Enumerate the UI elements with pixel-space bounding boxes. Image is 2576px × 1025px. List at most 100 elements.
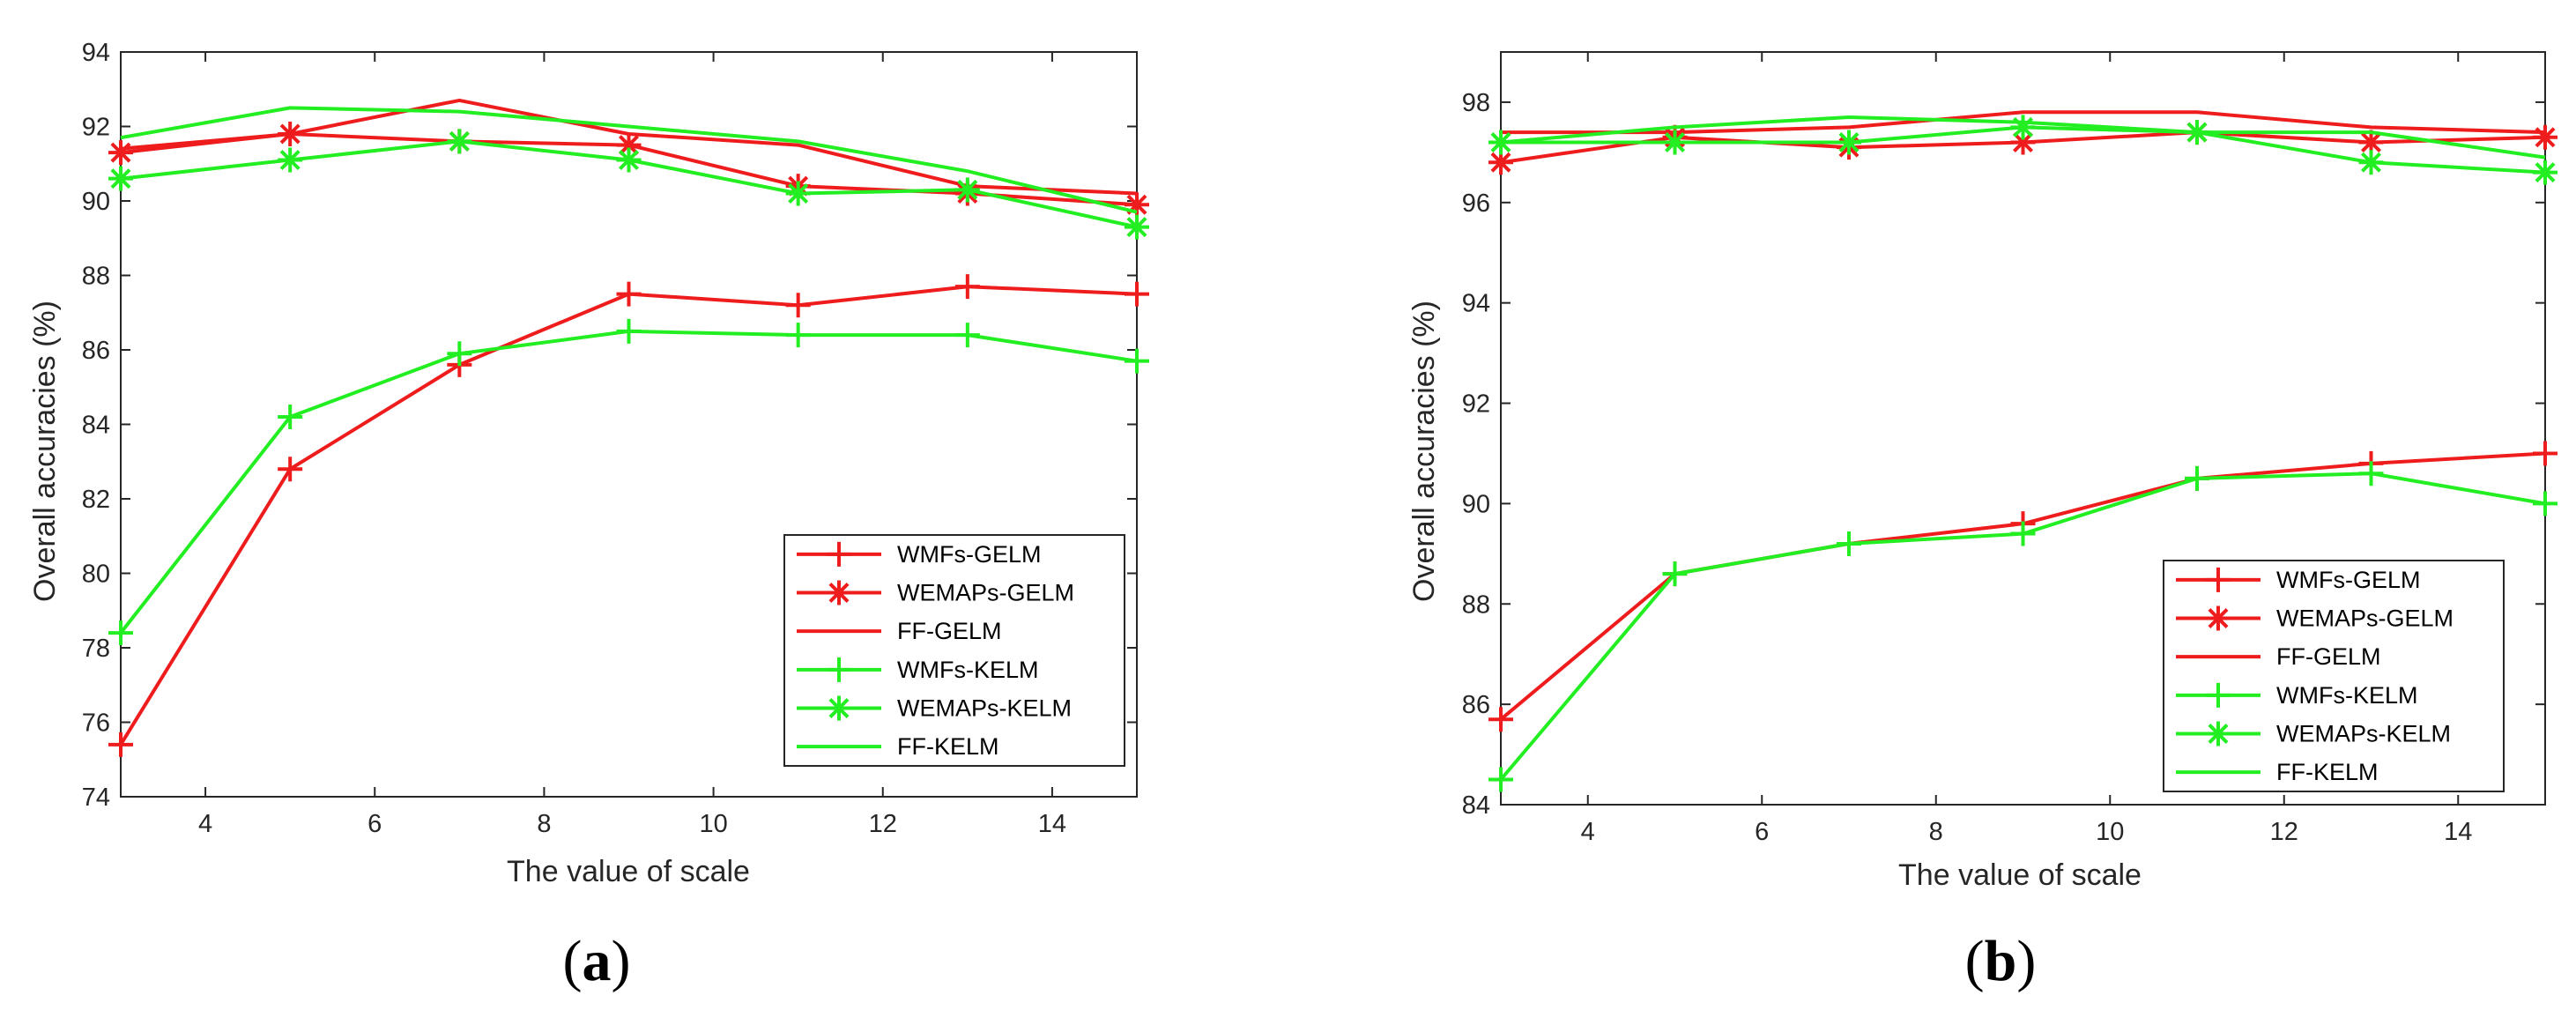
data-point-wmfs-kelm <box>2533 491 2557 516</box>
x-tick-label: 10 <box>2096 818 2124 846</box>
data-point-wmfs-kelm <box>1837 531 1861 556</box>
data-point-wmfs-kelm <box>616 318 642 344</box>
y-tick-label: 84 <box>1462 791 1490 820</box>
data-point-wmfs-kelm <box>2358 461 2384 487</box>
data-point-wmfs-gelm <box>954 274 980 300</box>
legend-label: FF-GELM <box>897 618 1002 644</box>
data-point-wmfs-kelm <box>278 405 303 430</box>
y-tick-label: 96 <box>1462 189 1490 218</box>
data-point-wemaps-gelm <box>2010 130 2036 155</box>
y-tick-label: 78 <box>82 635 110 663</box>
data-point-wemaps-kelm <box>785 181 811 206</box>
legend-item-ff-kelm: FF-KELM <box>797 733 999 760</box>
data-point-wemaps-kelm <box>954 177 980 203</box>
panel-label-b: (b) <box>1965 929 2037 993</box>
legend-b: WMFs-GELM WEMAPs-GELM FF-GELM WMFs-KELM WEMA… <box>2163 560 2505 792</box>
legend-item-wemaps-kelm: WEMAPs-KELM <box>2176 721 2451 747</box>
y-tick-label: 94 <box>1462 290 1490 318</box>
x-tick-label: 10 <box>699 810 727 838</box>
legend-box <box>783 534 1125 767</box>
y-tick-label: 74 <box>82 784 110 812</box>
data-point-wmfs-kelm <box>2185 465 2209 491</box>
data-point-wemaps-gelm <box>2358 130 2384 155</box>
legend-marker-plus <box>2206 682 2231 708</box>
legend-label: WMFs-KELM <box>897 657 1038 683</box>
legend-label: WEMAPs-KELM <box>897 695 1072 722</box>
y-tick-label: 82 <box>82 486 110 514</box>
x-tick-label: 14 <box>1038 810 1066 838</box>
data-point-wemaps-kelm <box>2533 160 2557 185</box>
x-tick-label: 14 <box>2444 818 2472 846</box>
x-tick-label: 6 <box>367 810 382 838</box>
data-point-wemaps-gelm <box>2533 124 2557 150</box>
panel-label-a: (a) <box>563 929 631 993</box>
y-tick-label: 84 <box>82 412 110 440</box>
data-point-wemaps-kelm <box>447 129 472 154</box>
data-point-wemaps-kelm <box>1125 214 1149 240</box>
legend-label: WEMAPs-KELM <box>2276 721 2451 747</box>
legend-marker-star <box>2206 721 2231 746</box>
data-point-wemaps-gelm <box>1488 150 1513 175</box>
data-point-wemaps-kelm <box>616 147 642 173</box>
data-point-wmfs-gelm <box>616 281 642 307</box>
legend-a: WMFs-GELM WEMAPs-GELM FF-GELM WMFs-KELM WEMA… <box>783 534 1125 767</box>
y-tick-label: 98 <box>1462 89 1490 117</box>
data-point-wemaps-gelm <box>616 132 642 158</box>
y-axis-label-b: Overall accuracies (%) <box>1407 301 1441 602</box>
legend-label: FF-GELM <box>2276 643 2381 670</box>
data-point-wemaps-kelm <box>2358 150 2384 175</box>
y-tick-label: 90 <box>82 188 110 216</box>
x-tick-label: 12 <box>869 810 897 838</box>
legend-item-wmfs-kelm: WMFs-KELM <box>2176 682 2417 709</box>
y-tick-label: 88 <box>82 263 110 291</box>
panel-letter-a: a <box>583 929 612 993</box>
data-point-wmfs-kelm <box>447 341 472 367</box>
legend-box <box>2163 560 2505 792</box>
legend-label: WEMAPs-GELM <box>2276 605 2454 632</box>
data-point-wemaps-gelm <box>1125 192 1149 218</box>
data-point-wemaps-gelm <box>108 140 133 166</box>
x-axis-label-b: The value of scale <box>1898 858 2142 892</box>
data-point-wmfs-kelm <box>1662 561 1688 587</box>
x-tick-label: 12 <box>2270 818 2298 846</box>
legend-marker-plus <box>827 541 851 567</box>
y-tick-label: 90 <box>1462 490 1490 518</box>
x-tick-label: 6 <box>1755 818 1769 846</box>
legend-item-ff-kelm: FF-KELM <box>2176 759 2379 785</box>
legend-item-wemaps-gelm: WEMAPs-GELM <box>797 580 1074 606</box>
x-tick-label: 4 <box>1581 818 1595 846</box>
legend-marker-plus <box>827 657 851 682</box>
legend-item-wmfs-gelm: WMFs-GELM <box>797 541 1041 568</box>
y-axis-label-a: Overall accuracies (%) <box>28 301 62 602</box>
data-point-wmfs-kelm <box>954 323 980 348</box>
data-point-wmfs-gelm <box>2533 441 2557 466</box>
legend-item-wemaps-kelm: WEMAPs-KELM <box>797 695 1072 722</box>
y-tick-label: 88 <box>1462 590 1490 619</box>
chart-panel-b: The value of scale Overall accuracies (%… <box>1407 51 2557 993</box>
data-point-wmfs-kelm <box>1125 348 1149 374</box>
data-point-wmfs-gelm <box>278 457 303 482</box>
y-tick-label: 92 <box>1462 390 1490 419</box>
y-tick-label: 86 <box>82 337 110 365</box>
legend-marker-star <box>827 580 851 605</box>
data-point-wemaps-kelm <box>2010 115 2036 140</box>
data-point-wmfs-gelm <box>108 732 133 757</box>
legend-marker-star <box>827 695 851 721</box>
series-line-ff-kelm <box>120 106 1138 214</box>
data-point-wemaps-kelm <box>278 147 303 173</box>
legend-item-wmfs-kelm: WMFs-KELM <box>797 657 1038 683</box>
legend-item-wmfs-gelm: WMFs-GELM <box>2176 567 2420 593</box>
legend-label: WMFs-GELM <box>897 541 1041 568</box>
y-tick-label: 86 <box>1462 691 1490 719</box>
y-tick-label: 80 <box>82 561 110 589</box>
data-point-wmfs-kelm <box>2010 521 2036 546</box>
data-point-wmfs-gelm <box>1488 707 1513 732</box>
legend-marker-plus <box>2206 567 2231 592</box>
legend-label: FF-KELM <box>2276 759 2379 785</box>
legend-marker-star <box>2206 605 2231 631</box>
data-point-wemaps-kelm <box>108 166 133 191</box>
legend-label: WEMAPs-GELM <box>897 580 1074 606</box>
legend-label: FF-KELM <box>897 733 999 760</box>
x-tick-label: 8 <box>537 810 551 838</box>
